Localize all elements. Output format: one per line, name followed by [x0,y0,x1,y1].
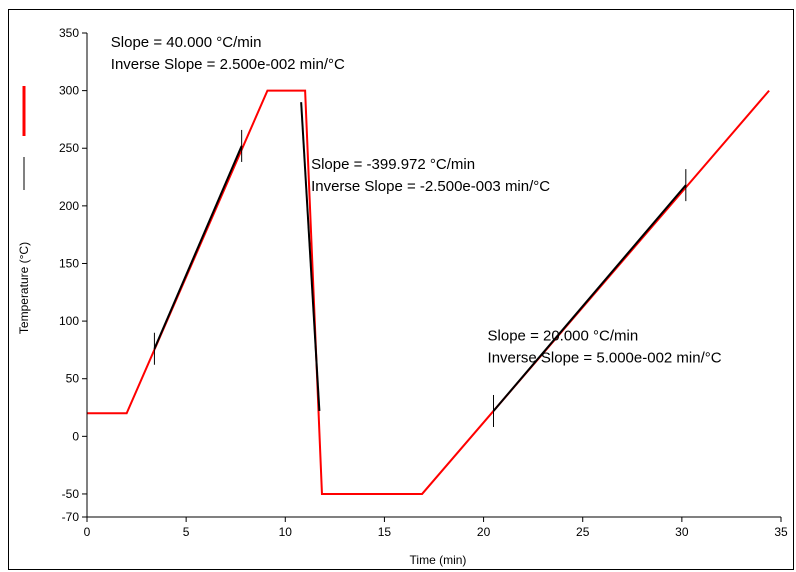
series-layer [87,89,770,495]
x-tick-label: 10 [279,525,293,539]
x-tick-label: 0 [84,525,91,539]
y-axis-label: Temperature (°C) [17,242,31,334]
y-tick-label: 300 [59,84,79,98]
x-tick-label: 5 [183,525,190,539]
slope-annotation: Slope = -399.972 °C/min [311,156,475,173]
y-tick-label: -70 [62,510,80,524]
x-tick-label: 20 [477,525,491,539]
fit-layer [153,102,687,412]
fit-line [153,145,243,350]
slope-annotation: Slope = 20.000 °C/min [488,328,639,345]
marker-layer [153,129,687,427]
axes-layer [86,33,781,518]
chart-frame [8,9,794,570]
x-axis-label: Time (min) [410,553,467,567]
y-tick-label: 50 [66,372,80,386]
x-tick-label: 35 [774,525,788,539]
slope-annotation: Inverse Slope = -2.500e-003 min/°C [311,178,550,195]
x-tick-label: 30 [675,525,689,539]
slope-annotation: Inverse Slope = 2.500e-002 min/°C [111,56,345,73]
y-tick-label: 100 [59,314,79,328]
annotation-layer: Slope = 40.000 °C/min Inverse Slope = 2.5… [111,34,722,367]
slope-annotation: Slope = 40.000 °C/min [111,34,262,51]
tick-layer: 0 5 10 15 20 25 30 35 -70 -50 0 50 100 150 200 250 300 35… [59,26,788,539]
temperature-series-line [87,89,770,495]
fit-line [300,102,321,412]
slope-annotation: Inverse Slope = 5.000e-002 min/°C [488,350,722,367]
fit-line [492,184,687,412]
x-tick-label: 25 [576,525,590,539]
y-tick-label: 0 [72,429,79,443]
y-tick-label: -50 [62,487,80,501]
y-tick-label: 250 [59,141,79,155]
y-tick-label: 150 [59,256,79,270]
y-tick-label: 350 [59,26,79,40]
y-tick-label: 200 [59,199,79,213]
x-tick-label: 15 [378,525,392,539]
